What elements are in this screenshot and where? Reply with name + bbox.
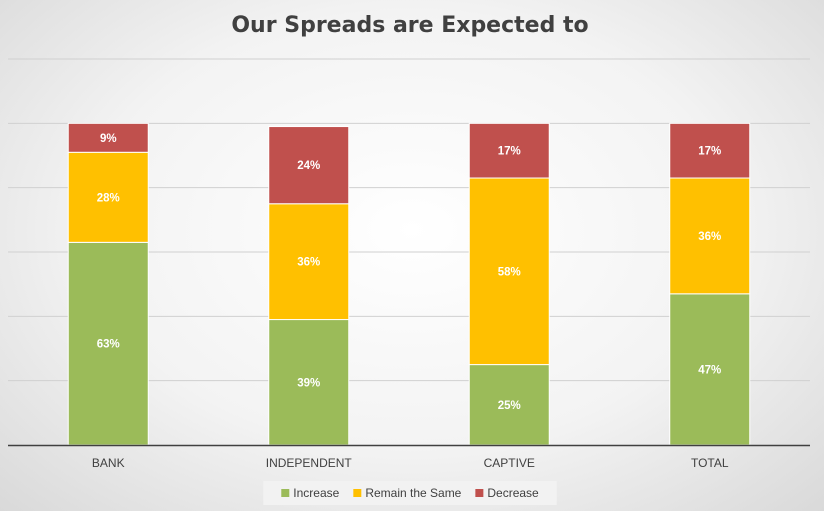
- legend-label-increase: Increase: [293, 486, 339, 500]
- bar-decrease-bank: [67, 122, 149, 153]
- bar-remain-the-same-total: [669, 177, 751, 295]
- bar-remain-the-same-captive: [468, 177, 550, 366]
- data-label-increase-bank: 63%: [97, 339, 120, 351]
- legend-label-remain-the-same: Remain the Same: [365, 486, 461, 500]
- data-label-increase-captive: 25%: [498, 400, 521, 412]
- x-tick-label: BANK: [92, 456, 125, 470]
- legend-swatch-decrease: [475, 489, 484, 497]
- bar-increase-total: [669, 293, 751, 446]
- data-label-remain-the-same-captive: 58%: [498, 266, 521, 278]
- data-label-decrease-independent: 24%: [297, 160, 320, 172]
- data-label-decrease-captive: 17%: [498, 146, 521, 158]
- bar-remain-the-same-independent: [268, 203, 350, 321]
- bar-increase-captive: [468, 364, 550, 446]
- data-label-increase-total: 47%: [698, 364, 721, 376]
- data-labels: 63% 28% 9% 39% 36% 24% 25% 58% 17% 47% 36% 17%: [97, 133, 722, 412]
- x-tick-label: TOTAL: [691, 456, 729, 470]
- x-axis: BANK INDEPENDENT CAPTIVE TOTAL: [8, 444, 810, 470]
- bar-decrease-total: [669, 122, 751, 179]
- data-label-decrease-total: 17%: [698, 146, 721, 158]
- data-label-remain-the-same-bank: 28%: [97, 192, 120, 204]
- x-tick-label: INDEPENDENT: [266, 456, 353, 470]
- bar-decrease-captive: [468, 122, 550, 179]
- data-label-increase-independent: 39%: [297, 377, 320, 389]
- legend-swatch-remain-the-same: [353, 489, 362, 497]
- bars: [67, 122, 751, 446]
- legend-label-decrease: Decrease: [487, 486, 539, 500]
- x-tick-label: CAPTIVE: [484, 456, 535, 470]
- data-label-remain-the-same-total: 36%: [698, 231, 721, 243]
- data-label-decrease-bank: 9%: [100, 133, 117, 145]
- legend-swatch-increase: [281, 489, 290, 497]
- legend: Increase Remain the Same Decrease: [263, 481, 557, 505]
- bar-decrease-independent: [268, 126, 350, 205]
- data-label-remain-the-same-independent: 36%: [297, 257, 320, 269]
- chart-title: Our Spreads are Expected to: [231, 13, 588, 38]
- bar-remain-the-same-bank: [67, 151, 149, 243]
- legend-box: [263, 481, 557, 505]
